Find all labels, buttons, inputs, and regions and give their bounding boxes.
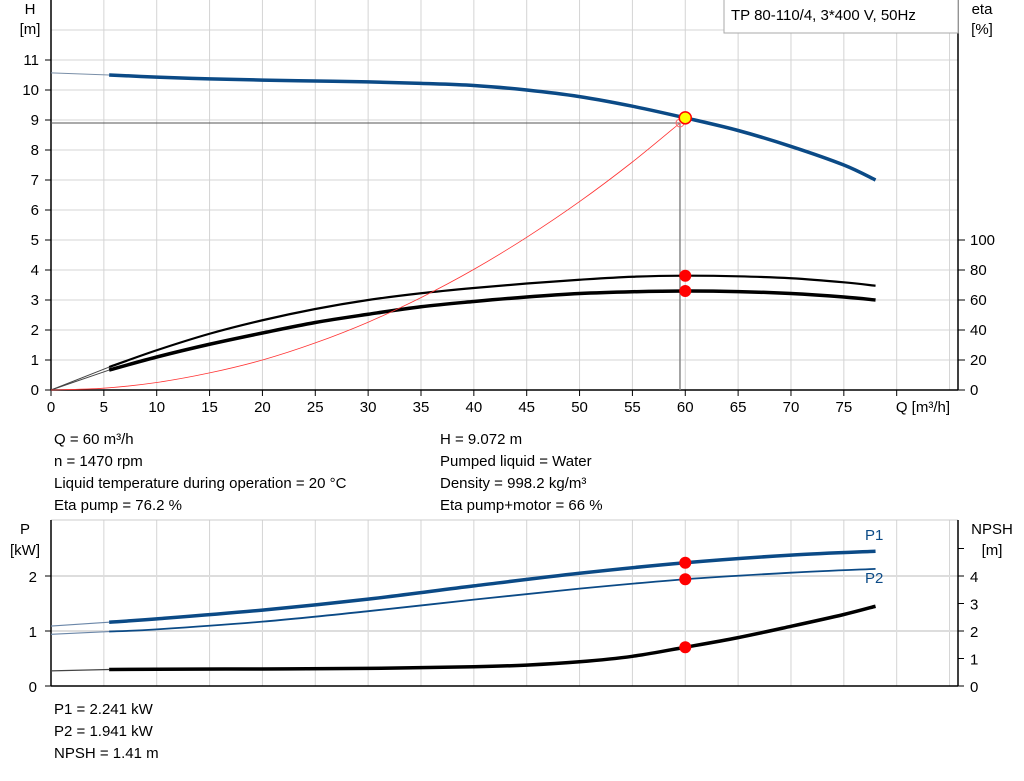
curve-extrapolation-NPSH [50, 668, 110, 672]
curve-extrapolation-P2 [50, 630, 110, 635]
y-tick-label: 2 [29, 569, 37, 586]
y2-tick-label: 60 [970, 292, 987, 309]
info-eta-total: Eta pump+motor = 66 % [440, 497, 603, 514]
curve-H [109, 73, 877, 182]
x-tick-label: 40 [466, 399, 483, 416]
duty-point-head-marker [678, 111, 693, 125]
curve-NPSH [109, 604, 876, 672]
y-tick-label: 3 [31, 292, 39, 309]
y-tick-label: 7 [31, 172, 39, 189]
x-axis-label: Q [m³/h] [896, 399, 950, 416]
y2-tick-label: 0 [970, 679, 978, 696]
y-axis-label: H [25, 1, 36, 18]
info-speed: n = 1470 rpm [54, 453, 143, 470]
curve-P1 [109, 549, 876, 624]
duty-point-p1-marker [679, 556, 692, 569]
duty-point-eta-pump-marker [679, 269, 692, 282]
y2-axis-label: NPSH [971, 521, 1013, 538]
duty-info-left: Q = 60 m³/h n = 1470 rpm Liquid temperat… [54, 429, 346, 517]
curve-extrapolation-eta_pump_motor [50, 369, 110, 391]
power-info: P1 = 2.241 kW P2 = 1.941 kW NPSH = 1.41 … [54, 699, 159, 765]
y-tick-label: 8 [31, 142, 39, 159]
series-label-p1: P1 [865, 527, 883, 544]
series-label-p2: P2 [865, 570, 883, 587]
x-tick-label: 50 [571, 399, 588, 416]
y-tick-label: 0 [31, 382, 39, 399]
x-tick-label: 70 [783, 399, 800, 416]
info-temperature: Liquid temperature during operation = 20… [54, 475, 347, 492]
curve-eta_pump [108, 274, 876, 369]
x-tick-label: 10 [148, 399, 165, 416]
y-axis-label: P [20, 521, 30, 538]
y2-axis-label: eta [972, 1, 994, 18]
y-tick-label: 1 [31, 352, 39, 369]
y2-tick-label: 2 [970, 624, 978, 641]
y-tick-label: 6 [31, 202, 39, 219]
curve-eta_pump_motor [108, 289, 876, 372]
y2-tick-label: 3 [970, 597, 978, 614]
curve-P2 [109, 567, 876, 633]
x-tick-label: 15 [201, 399, 218, 416]
info-liquid: Pumped liquid = Water [440, 453, 592, 470]
x-tick-label: 25 [307, 399, 324, 416]
info-eta-pump: Eta pump = 76.2 % [54, 497, 182, 514]
y-tick-label: 11 [23, 52, 39, 69]
y2-tick-label: 1 [970, 652, 978, 669]
x-tick-label: 75 [835, 399, 852, 416]
y2-tick-label: 4 [970, 569, 978, 586]
curve-extrapolation-H [50, 72, 110, 76]
x-tick-label: 35 [413, 399, 430, 416]
info-q: Q = 60 m³/h [54, 431, 134, 448]
y-tick-label: 10 [22, 82, 39, 99]
duty-point-p2-marker [679, 573, 692, 586]
duty-point-npsh-marker [679, 641, 692, 654]
y2-axis-unit: [%] [971, 21, 993, 38]
chart-title: TP 80-110/4, 3*400 V, 50Hz [731, 7, 916, 24]
y-tick-label: 2 [31, 322, 39, 339]
y2-axis-unit: [m] [982, 542, 1003, 559]
duty-info-right: H = 9.072 m Pumped liquid = Water Densit… [440, 429, 603, 517]
y2-tick-label: 100 [970, 232, 995, 249]
x-tick-label: 65 [730, 399, 747, 416]
info-p2: P2 = 1.941 kW [54, 723, 153, 740]
y-tick-label: 0 [29, 679, 37, 696]
y2-tick-label: 20 [970, 352, 987, 369]
x-tick-label: 5 [100, 399, 108, 416]
y2-tick-label: 40 [970, 322, 987, 339]
x-tick-label: 45 [518, 399, 535, 416]
y2-tick-label: 0 [970, 382, 978, 399]
info-npsh: NPSH = 1.41 m [54, 745, 159, 762]
x-tick-label: 60 [677, 399, 694, 416]
info-head: H = 9.072 m [440, 431, 523, 448]
y-tick-label: 1 [29, 624, 37, 641]
x-tick-label: 20 [254, 399, 271, 416]
y-axis-unit: [kW] [10, 542, 40, 559]
y-tick-label: 9 [31, 112, 39, 129]
x-tick-label: 55 [624, 399, 641, 416]
y-axis-unit: [m] [20, 21, 41, 38]
info-density: Density = 998.2 kg/m³ [440, 475, 587, 492]
x-tick-label: 0 [47, 399, 55, 416]
duty-point-eta-total-marker [679, 285, 692, 297]
y2-tick-label: 80 [970, 262, 987, 279]
curve-system [50, 122, 681, 391]
legend-box [723, 0, 959, 34]
y-tick-label: 4 [31, 262, 39, 279]
head-efficiency-chart: 0 5 10 15 20 25 30 35 40 45 50 55 60 65 70 75 Q [m³/h]01… [20, 0, 995, 416]
curve-extrapolation-P1 [50, 621, 110, 627]
info-p1: P1 = 2.241 kW [54, 701, 153, 718]
x-tick-label: 30 [360, 399, 377, 416]
y-tick-label: 5 [31, 232, 39, 249]
